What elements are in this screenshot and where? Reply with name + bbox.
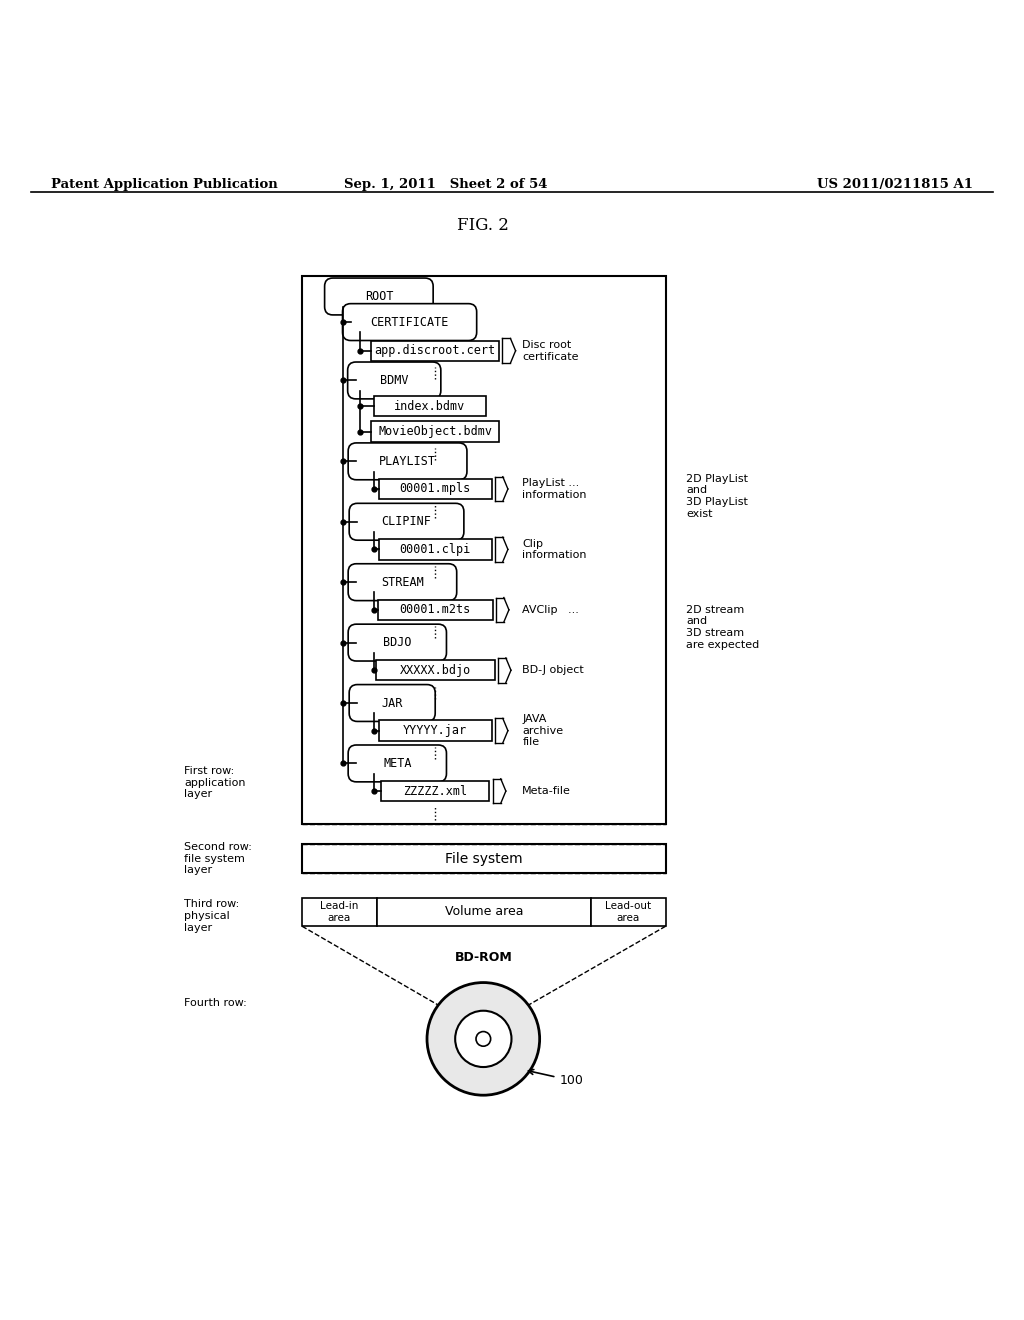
Bar bbox=[371, 341, 500, 360]
Text: Volume area: Volume area bbox=[444, 906, 523, 919]
Text: Lead-in
area: Lead-in area bbox=[321, 902, 358, 923]
Text: 100: 100 bbox=[528, 1069, 584, 1086]
Text: BD-J object: BD-J object bbox=[522, 665, 584, 676]
Text: META: META bbox=[383, 756, 412, 770]
Text: index.bdmv: index.bdmv bbox=[394, 400, 466, 413]
Text: Lead-out
area: Lead-out area bbox=[605, 902, 651, 923]
Bar bbox=[376, 660, 495, 681]
Bar bbox=[302, 898, 377, 927]
Bar bbox=[374, 396, 486, 416]
Circle shape bbox=[476, 1031, 490, 1047]
Text: CERTIFICATE: CERTIFICATE bbox=[371, 315, 449, 329]
Text: Sep. 1, 2011   Sheet 2 of 54: Sep. 1, 2011 Sheet 2 of 54 bbox=[344, 178, 547, 191]
Text: BDMV: BDMV bbox=[380, 374, 409, 387]
Text: ZZZZZ.xml: ZZZZZ.xml bbox=[403, 784, 467, 797]
Text: Third row:
physical
layer: Third row: physical layer bbox=[184, 899, 240, 933]
Bar bbox=[377, 898, 591, 927]
Text: US 2011/0211815 A1: US 2011/0211815 A1 bbox=[817, 178, 973, 191]
FancyBboxPatch shape bbox=[349, 503, 464, 540]
FancyBboxPatch shape bbox=[342, 304, 477, 341]
FancyBboxPatch shape bbox=[349, 685, 435, 722]
Text: ROOT: ROOT bbox=[365, 290, 393, 304]
Bar bbox=[378, 599, 493, 620]
FancyBboxPatch shape bbox=[348, 564, 457, 601]
Circle shape bbox=[455, 1011, 512, 1067]
Text: First row:
application
layer: First row: application layer bbox=[184, 767, 246, 800]
Text: Fourth row:: Fourth row: bbox=[184, 998, 247, 1008]
Text: JAVA
archive
file: JAVA archive file bbox=[522, 714, 563, 747]
Text: BD-ROM: BD-ROM bbox=[455, 952, 512, 964]
Text: XXXXX.bdjo: XXXXX.bdjo bbox=[399, 664, 471, 677]
Bar bbox=[379, 539, 492, 560]
Text: 2D PlayList
and
3D PlayList
exist: 2D PlayList and 3D PlayList exist bbox=[686, 474, 749, 519]
Text: Second row:
file system
layer: Second row: file system layer bbox=[184, 842, 252, 875]
Text: Meta-file: Meta-file bbox=[522, 787, 571, 796]
Bar bbox=[379, 721, 492, 741]
Text: STREAM: STREAM bbox=[381, 576, 424, 589]
Text: CLIPINF: CLIPINF bbox=[382, 515, 431, 528]
Text: 00001.mpls: 00001.mpls bbox=[399, 483, 471, 495]
Text: MovieObject.bdmv: MovieObject.bdmv bbox=[378, 425, 493, 438]
Text: BDJO: BDJO bbox=[383, 636, 412, 649]
Text: PLAYLIST: PLAYLIST bbox=[379, 455, 436, 467]
Text: 00001.m2ts: 00001.m2ts bbox=[399, 603, 471, 616]
Text: PlayList ...
information: PlayList ... information bbox=[522, 478, 587, 500]
Bar bbox=[302, 276, 666, 824]
Text: Patent Application Publication: Patent Application Publication bbox=[51, 178, 278, 191]
Text: AVClip   ...: AVClip ... bbox=[522, 605, 580, 615]
Circle shape bbox=[427, 982, 540, 1096]
Bar bbox=[591, 898, 666, 927]
FancyBboxPatch shape bbox=[348, 624, 446, 661]
Text: app.discroot.cert: app.discroot.cert bbox=[375, 345, 496, 358]
Text: File system: File system bbox=[445, 851, 522, 866]
Text: YYYYY.jar: YYYYY.jar bbox=[403, 725, 467, 737]
FancyBboxPatch shape bbox=[325, 279, 433, 315]
FancyBboxPatch shape bbox=[348, 362, 440, 399]
Text: Disc root
certificate: Disc root certificate bbox=[522, 341, 579, 362]
Text: JAR: JAR bbox=[382, 697, 402, 710]
Text: Clip
information: Clip information bbox=[522, 539, 587, 560]
Text: 2D stream
and
3D stream
are expected: 2D stream and 3D stream are expected bbox=[686, 605, 760, 649]
Text: 00001.clpi: 00001.clpi bbox=[399, 543, 471, 556]
FancyBboxPatch shape bbox=[348, 444, 467, 479]
Text: FIG. 2: FIG. 2 bbox=[458, 218, 509, 235]
Bar bbox=[381, 781, 489, 801]
Bar bbox=[371, 421, 500, 442]
Bar bbox=[379, 479, 492, 499]
FancyBboxPatch shape bbox=[348, 744, 446, 781]
Bar bbox=[302, 845, 666, 873]
